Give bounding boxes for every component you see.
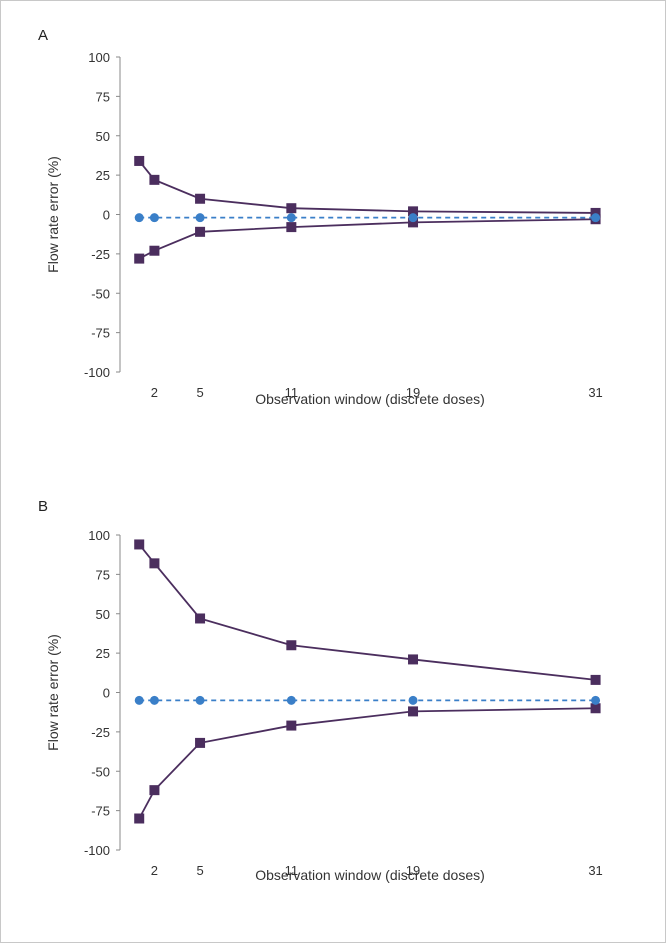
y-tick-label: -100 — [84, 365, 110, 380]
y-tick-label: 0 — [103, 686, 110, 701]
x-tick-label: 31 — [588, 385, 602, 400]
x-tick-label: 11 — [285, 863, 299, 878]
data-point-circle — [195, 695, 205, 705]
x-axis-title: Observation window (discrete doses) — [255, 391, 485, 407]
data-point-square — [286, 203, 297, 214]
data-point-circle — [134, 695, 144, 705]
data-point-square — [286, 222, 297, 233]
y-tick-label: -25 — [91, 725, 110, 740]
y-tick-label: -50 — [91, 286, 110, 301]
x-tick-label: 31 — [588, 863, 602, 878]
data-point-circle — [591, 695, 601, 705]
data-point-square — [286, 640, 297, 651]
y-tick-label: 50 — [96, 607, 110, 622]
data-point-circle — [286, 213, 296, 223]
data-point-square — [590, 674, 601, 685]
data-point-square — [590, 207, 601, 218]
panel-label: B — [38, 498, 48, 515]
data-point-square — [134, 539, 145, 550]
y-axis-title: Flow rate error (%) — [45, 634, 61, 751]
x-tick-label: 2 — [151, 863, 158, 878]
data-point-square — [149, 785, 160, 796]
data-point-square — [408, 654, 419, 665]
data-point-circle — [286, 695, 296, 705]
data-point-circle — [591, 213, 601, 223]
y-tick-label: 75 — [96, 89, 110, 104]
x-tick-label: 5 — [196, 863, 203, 878]
y-tick-label: -50 — [91, 764, 110, 779]
x-tick-label: 5 — [196, 385, 203, 400]
data-point-circle — [408, 213, 418, 223]
y-axis-title: Flow rate error (%) — [45, 156, 61, 273]
y-tick-label: 50 — [96, 129, 110, 144]
data-point-circle — [134, 213, 144, 223]
data-point-square — [134, 253, 145, 264]
y-tick-label: 100 — [88, 528, 110, 543]
data-point-square — [149, 245, 160, 256]
x-tick-label: 11 — [285, 385, 299, 400]
series-line — [138, 218, 596, 260]
data-point-square — [195, 193, 206, 204]
data-point-circle — [195, 213, 205, 223]
y-tick-label: 0 — [103, 208, 110, 223]
data-point-circle — [149, 695, 159, 705]
data-point-square — [149, 558, 160, 569]
data-point-square — [195, 613, 206, 624]
y-tick-label: -75 — [91, 804, 110, 819]
y-tick-label: 25 — [96, 646, 110, 661]
data-point-square — [408, 217, 419, 228]
series-line — [138, 543, 596, 681]
x-tick-label: 19 — [406, 385, 420, 400]
data-point-square — [149, 174, 160, 185]
data-point-square — [286, 720, 297, 731]
data-point-square — [195, 226, 206, 237]
y-tick-label: -100 — [84, 843, 110, 858]
data-point-square — [195, 737, 206, 748]
data-point-square — [408, 706, 419, 717]
series-line — [138, 160, 596, 214]
data-point-square — [590, 703, 601, 714]
data-point-square — [408, 206, 419, 217]
x-axis-title: Observation window (discrete doses) — [255, 867, 485, 883]
data-point-square — [134, 813, 145, 824]
y-tick-label: 25 — [96, 168, 110, 183]
x-tick-label: 2 — [151, 385, 158, 400]
data-point-square — [134, 155, 145, 166]
y-tick-label: 75 — [96, 567, 110, 582]
panel-label: A — [38, 27, 48, 44]
series-line — [138, 707, 596, 819]
y-tick-label: 100 — [88, 50, 110, 65]
data-point-circle — [149, 213, 159, 223]
x-tick-label: 19 — [406, 863, 420, 878]
y-tick-label: -25 — [91, 247, 110, 262]
y-tick-label: -75 — [91, 326, 110, 341]
data-point-circle — [408, 695, 418, 705]
